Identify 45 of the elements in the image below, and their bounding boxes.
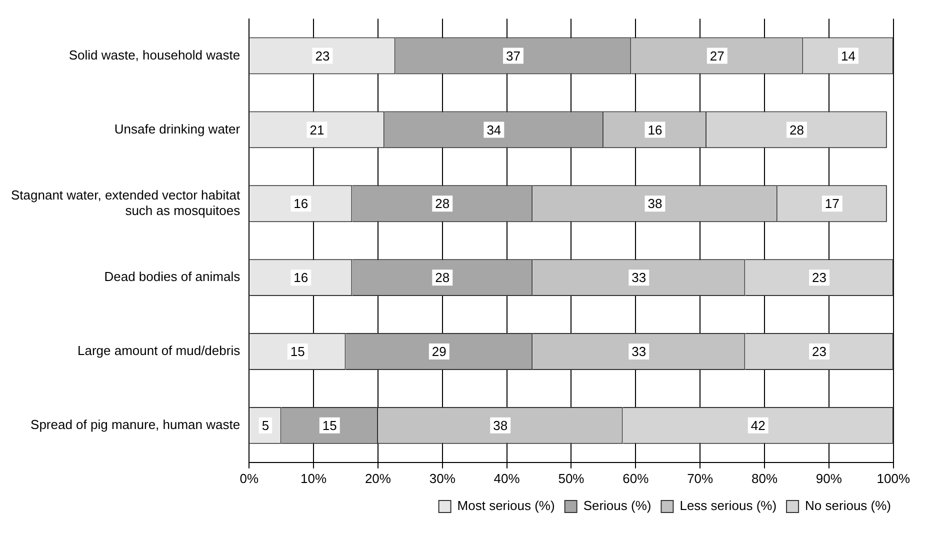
data-label: 37 [506,48,520,64]
data-label: 42 [750,418,766,434]
data-label: 14 [841,48,856,64]
data-label: 16 [294,270,308,286]
data-label: 17 [824,196,840,212]
legend-label: No serious (%) [805,498,891,514]
data-label: 29 [432,344,446,360]
data-label: 34 [486,122,502,138]
data-label: 23 [812,344,827,360]
data-label: 27 [710,48,724,64]
x-tick-label: 100% [876,470,910,486]
data-label: 28 [435,270,450,286]
x-tick-label: 70% [687,470,714,486]
y-tick-label: Unsafe drinking water [114,121,241,136]
data-label: 23 [315,48,330,64]
data-label: 21 [310,122,324,138]
x-tick-label: 40% [494,470,520,486]
y-tick-label: Dead bodies of animals [104,269,241,284]
data-label: 16 [648,122,662,138]
legend-label: Most serious (%) [457,498,555,514]
data-label: 28 [790,122,804,138]
data-label: 38 [648,196,662,212]
data-label: 15 [290,344,305,360]
y-tick-label: Stagnant water, extended vector habitat such as mosquitoes [10,187,241,218]
y-tick-label: Solid waste, household waste [68,47,240,62]
data-label: 28 [435,196,450,212]
data-label: 38 [493,418,508,434]
x-tick-label: 30% [429,470,456,486]
legend-label: Serious (%) [583,498,652,514]
x-tick-label: 50% [558,470,585,486]
x-tick-label: 90% [816,470,842,486]
y-tick-label: Large amount of mud/debris [77,343,241,358]
data-label: 5 [262,418,270,434]
legend-label: Less serious (%) [680,498,777,514]
data-label: 23 [812,270,827,286]
x-tick-label: 20% [364,470,392,486]
y-tick-label: Spread of pig manure, human waste [30,417,240,432]
data-label: 33 [632,270,646,286]
x-tick-label: 10% [300,470,327,486]
data-label: 16 [294,196,308,212]
x-tick-label: 0% [240,470,259,486]
data-label: 33 [632,344,646,360]
data-label: 15 [322,418,337,434]
x-tick-label: 60% [622,470,650,486]
x-tick-label: 80% [752,470,778,486]
